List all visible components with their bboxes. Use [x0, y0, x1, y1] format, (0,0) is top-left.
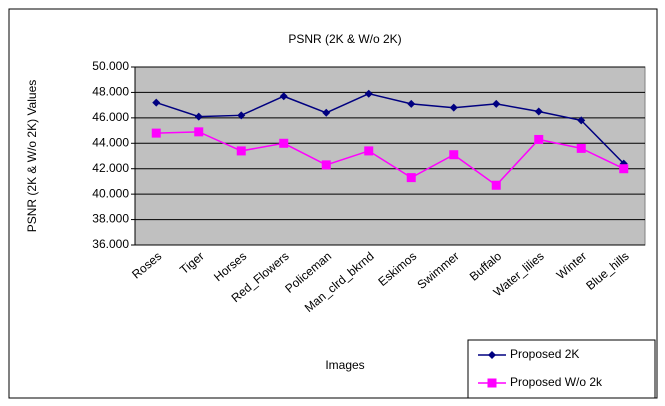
- marker: [279, 92, 288, 101]
- marker: [151, 128, 161, 138]
- marker: [364, 89, 373, 98]
- marker: [406, 173, 416, 183]
- x-axis-label: Images: [325, 358, 364, 372]
- marker: [487, 378, 497, 388]
- marker: [449, 103, 458, 112]
- legend: [467, 339, 656, 399]
- marker: [449, 150, 459, 160]
- marker: [488, 351, 496, 359]
- marker: [279, 138, 289, 148]
- y-tick-label: 44.000: [92, 135, 129, 149]
- marker: [576, 143, 586, 153]
- y-tick-label: 40.000: [92, 186, 129, 200]
- marker: [322, 108, 331, 117]
- marker: [194, 127, 204, 137]
- y-axis-label: PSNR (2K & W/o 2K) Values: [25, 80, 39, 233]
- marker: [534, 134, 544, 144]
- y-tick-label: 42.000: [92, 161, 129, 175]
- y-tick-label: 50.000: [92, 59, 129, 73]
- series: [152, 89, 628, 168]
- y-tick-label: 48.000: [92, 85, 129, 99]
- series: [151, 127, 629, 190]
- series-line: [156, 131, 625, 187]
- y-tick-label: 36.000: [92, 237, 129, 251]
- marker: [492, 99, 501, 108]
- marker: [407, 99, 416, 108]
- y-tick-label: 46.000: [92, 110, 129, 124]
- chart-title: PSNR (2K & W/o 2K): [288, 32, 401, 46]
- marker: [364, 146, 374, 156]
- marker: [491, 180, 501, 190]
- marker: [152, 98, 161, 107]
- marker: [194, 112, 203, 121]
- marker: [236, 146, 246, 156]
- series-line: [156, 92, 625, 165]
- legend-label: Proposed 2K: [510, 347, 579, 361]
- marker: [321, 160, 331, 170]
- plot-area: [134, 66, 646, 246]
- y-tick-label: 38.000: [92, 212, 129, 226]
- legend-label: Proposed W/o 2k: [510, 375, 603, 389]
- marker: [619, 164, 629, 174]
- marker: [237, 111, 246, 120]
- marker: [534, 107, 543, 116]
- marker: [577, 116, 586, 125]
